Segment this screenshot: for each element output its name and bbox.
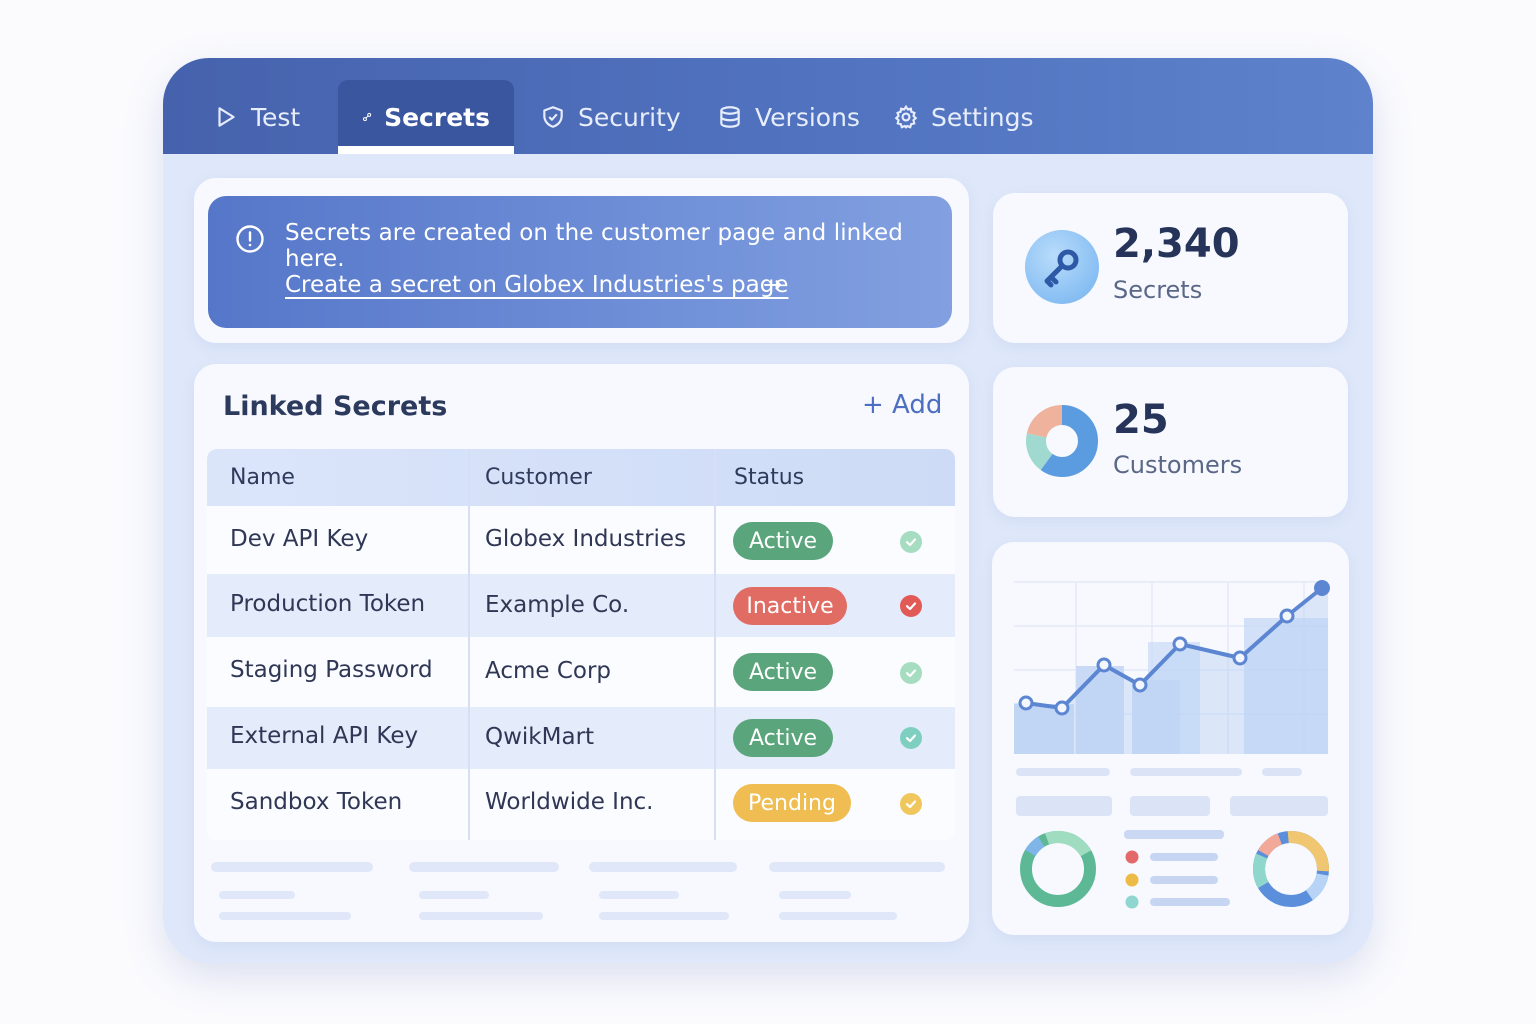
- column-header-name[interactable]: Name: [230, 465, 295, 490]
- customers-count: 25: [1113, 397, 1169, 443]
- tab-bar: Test Secrets Security Versions Settings: [163, 58, 1373, 154]
- info-icon: [236, 225, 264, 253]
- customer-name: Globex Industries: [485, 526, 687, 552]
- column-header-customer[interactable]: Customer: [485, 465, 592, 490]
- status-badge: Active: [733, 522, 833, 560]
- table-row[interactable]: Dev API Key Globex Industries Active: [207, 506, 955, 574]
- tab-secrets[interactable]: Secrets: [338, 80, 514, 154]
- secrets-count: 2,340: [1113, 221, 1240, 267]
- banner-message: Secrets are created on the customer page…: [285, 220, 903, 272]
- table-row[interactable]: External API Key QwikMart Active: [207, 707, 955, 769]
- table-header: Name Customer Status: [207, 449, 955, 506]
- status-badge: Inactive: [733, 587, 847, 625]
- check-circle-icon: [900, 727, 922, 749]
- key-icon: [362, 112, 372, 122]
- tab-test-label: Test: [251, 102, 301, 132]
- column-divider: [714, 449, 716, 840]
- key-icon: [1025, 230, 1099, 304]
- tab-security[interactable]: Security: [540, 80, 681, 154]
- app-window: Test Secrets Security Versions Settings …: [163, 58, 1373, 963]
- tab-settings-label: Settings: [931, 102, 1034, 132]
- customer-name: Acme Corp: [485, 658, 612, 684]
- secret-name: Sandbox Token: [230, 789, 403, 815]
- linked-secrets-title: Linked Secrets: [223, 391, 448, 422]
- info-banner: Secrets are created on the customer page…: [208, 196, 952, 328]
- table-row[interactable]: Staging Password Acme Corp Active: [207, 637, 955, 707]
- check-circle-icon: [900, 595, 922, 617]
- status-badge: Pending: [733, 784, 851, 822]
- tab-test[interactable]: Test: [213, 80, 300, 154]
- customers-label: Customers: [1113, 451, 1243, 479]
- customer-name: Example Co.: [485, 592, 630, 618]
- add-secret-button[interactable]: + Add: [862, 390, 943, 420]
- status-badge: Active: [733, 653, 833, 691]
- tab-versions-label: Versions: [755, 102, 860, 132]
- secret-name: Dev API Key: [230, 526, 369, 552]
- customer-name: Worldwide Inc.: [485, 789, 654, 815]
- table-row[interactable]: Production Token Example Co. Inactive: [207, 574, 955, 637]
- secrets-label: Secrets: [1113, 276, 1203, 304]
- gear-icon: [894, 104, 918, 129]
- customer-name: QwikMart: [485, 724, 595, 750]
- tab-secrets-label: Secrets: [384, 102, 490, 132]
- column-header-status[interactable]: Status: [734, 465, 805, 490]
- analytics-preview-card[interactable]: [992, 542, 1349, 935]
- play-icon: [218, 107, 235, 127]
- check-circle-icon: [900, 662, 922, 684]
- analytics-preview-graphic: [1014, 580, 1330, 909]
- customers-stat-card[interactable]: 25 Customers: [993, 367, 1348, 517]
- status-badge: Active: [733, 719, 833, 757]
- table-row[interactable]: Sandbox Token Worldwide Inc. Pending: [207, 769, 955, 840]
- arrow-right-icon[interactable]: →: [763, 272, 783, 298]
- database-icon: [720, 106, 740, 128]
- secret-name: Staging Password: [230, 657, 433, 683]
- tab-settings[interactable]: Settings: [893, 80, 1034, 154]
- tab-security-label: Security: [578, 102, 681, 132]
- secrets-stat-card[interactable]: 2,340 Secrets: [993, 193, 1348, 343]
- create-secret-link[interactable]: Create a secret on Globex Industries's p…: [285, 272, 789, 298]
- check-circle-icon: [900, 531, 922, 553]
- tab-versions[interactable]: Versions: [717, 80, 860, 154]
- shield-icon: [543, 106, 563, 128]
- check-circle-icon: [900, 793, 922, 815]
- column-divider: [468, 449, 470, 840]
- secret-name: Production Token: [230, 591, 426, 617]
- pie-chart-icon: [1026, 405, 1098, 477]
- secret-name: External API Key: [230, 723, 419, 749]
